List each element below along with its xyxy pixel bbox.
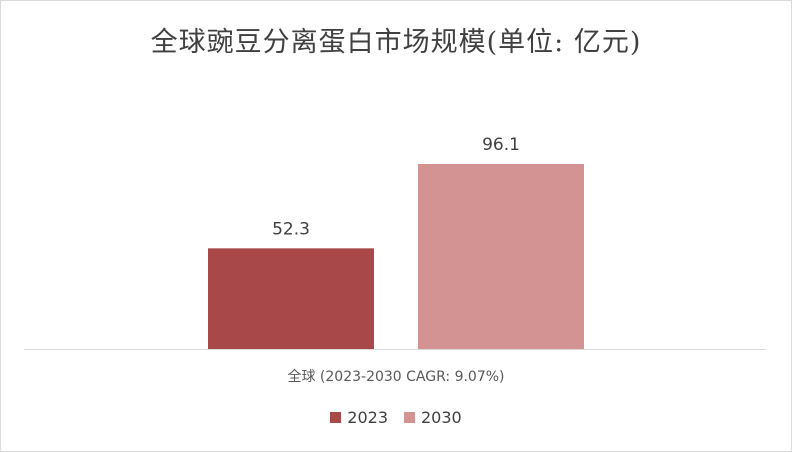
bar-2023: [208, 248, 374, 349]
legend: 2023 2030: [0, 408, 792, 427]
legend-item-2030: 2030: [404, 408, 462, 427]
chart-title: 全球豌豆分离蛋白市场规模(单位: 亿元): [150, 27, 642, 58]
legend-swatch-2030: [404, 412, 415, 423]
data-label-2023: 52.3: [272, 219, 310, 239]
category-label: 全球 (2023-2030 CAGR: 9.07%): [287, 369, 505, 385]
bar-2030: [418, 164, 584, 349]
legend-label-2023: 2023: [347, 408, 388, 427]
data-label-2030: 96.1: [482, 135, 520, 155]
legend-swatch-2023: [330, 412, 342, 423]
legend-label-2030: 2030: [421, 408, 462, 427]
legend-item-2023: 2023: [330, 408, 388, 427]
